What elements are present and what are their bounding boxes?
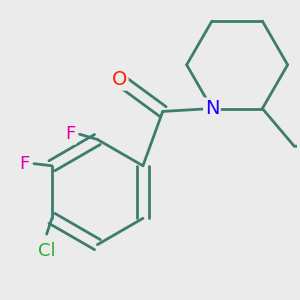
Text: O: O <box>112 70 127 89</box>
Text: F: F <box>65 125 75 143</box>
Text: Cl: Cl <box>38 242 56 260</box>
Text: N: N <box>205 99 219 118</box>
Text: F: F <box>20 155 30 173</box>
